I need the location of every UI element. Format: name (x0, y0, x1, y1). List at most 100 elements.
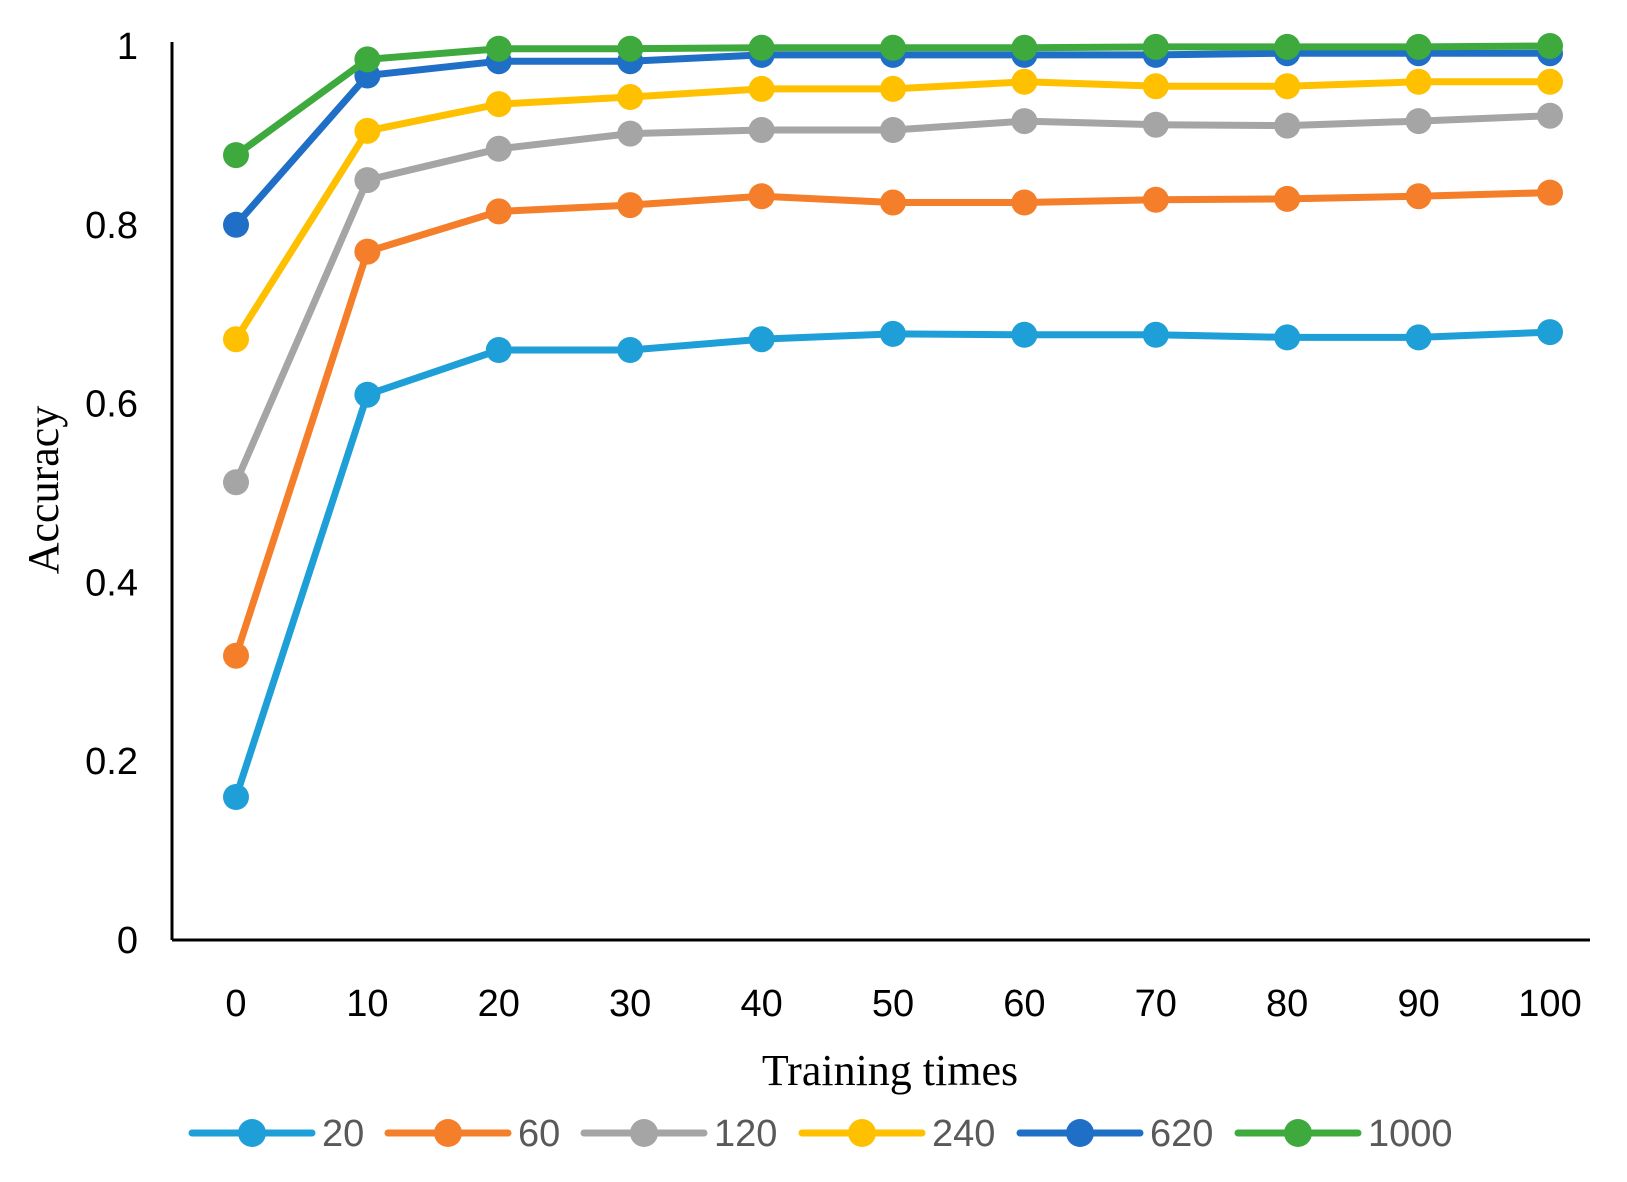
data-point (1405, 33, 1432, 60)
y-tick-label: 0 (117, 920, 138, 962)
legend-swatch-marker (1066, 1119, 1094, 1147)
data-point (880, 189, 906, 216)
data-point (1142, 321, 1169, 348)
data-point (880, 75, 906, 102)
x-tick-label: 90 (1397, 983, 1439, 1025)
data-point (1405, 68, 1432, 95)
data-point (880, 34, 906, 61)
legend-item: 120 (580, 1113, 777, 1155)
y-tick-labels: 0 0.2 0.4 0.6 0.8 1 (85, 26, 138, 962)
series-line (232, 189, 1554, 660)
legend-label: 20 (322, 1113, 364, 1155)
legend-swatch-marker (1284, 1119, 1312, 1147)
y-tick-label: 0.4 (85, 562, 138, 604)
x-axis-title: Training times (762, 1046, 1018, 1095)
series-240 (223, 68, 1563, 353)
data-point (748, 117, 775, 143)
x-tick-label: 60 (1003, 983, 1045, 1025)
data-point (354, 46, 381, 73)
data-point (1537, 33, 1563, 59)
legend-label: 1000 (1368, 1113, 1453, 1155)
legend-label: 620 (1150, 1113, 1213, 1155)
x-tick-label: 100 (1518, 983, 1581, 1025)
series-1000 (223, 33, 1563, 169)
series-60 (223, 179, 1563, 669)
data-point (354, 381, 381, 408)
data-point (1142, 73, 1169, 100)
y-tick-label: 0.6 (85, 384, 138, 426)
data-point (354, 238, 381, 265)
data-point (354, 117, 381, 144)
x-tick-label: 0 (225, 983, 246, 1025)
y-tick-label: 1 (117, 26, 138, 68)
legend-item: 240 (798, 1113, 995, 1155)
data-point (748, 75, 775, 102)
data-point (1537, 319, 1563, 346)
data-point (1142, 33, 1169, 60)
series-lines (223, 33, 1563, 810)
legend-item: 20 (188, 1113, 364, 1155)
legend-item: 620 (1016, 1113, 1213, 1155)
data-point (485, 35, 512, 62)
x-tick-label: 70 (1135, 983, 1177, 1025)
legend: 20 60 120 240 620 1000 (188, 1113, 1453, 1155)
data-point (617, 84, 644, 110)
data-point (1274, 185, 1301, 212)
data-point (354, 167, 381, 194)
data-point (223, 211, 249, 238)
legend-swatch-marker (630, 1119, 658, 1147)
data-point (485, 91, 512, 118)
legend-item: 60 (384, 1113, 560, 1155)
legend-label: 120 (714, 1113, 777, 1155)
legend-swatch-marker (238, 1119, 266, 1147)
legend-swatch-marker (848, 1119, 876, 1147)
data-point (1142, 111, 1169, 138)
x-tick-label: 20 (478, 983, 520, 1025)
x-tick-label: 40 (740, 983, 782, 1025)
y-tick-label: 0.2 (85, 741, 138, 783)
series-120 (223, 102, 1563, 496)
legend-label: 60 (518, 1113, 560, 1155)
data-point (617, 192, 644, 219)
data-point (1274, 33, 1301, 60)
y-axis-title: Accuracy (19, 406, 68, 575)
data-point (485, 337, 512, 363)
data-point (1274, 112, 1301, 139)
x-tick-label: 30 (609, 983, 651, 1025)
legend-item: 1000 (1234, 1113, 1453, 1155)
series-line (232, 112, 1554, 486)
axes (170, 42, 1590, 942)
data-point (223, 784, 249, 810)
data-point (1537, 179, 1563, 206)
data-point (223, 326, 249, 353)
data-point (1537, 68, 1563, 95)
x-tick-labels: 0 10 20 30 40 50 60 70 80 90 100 (225, 983, 1581, 1025)
data-point (1405, 108, 1432, 135)
x-tick-label: 80 (1266, 983, 1308, 1025)
data-point (1011, 108, 1038, 135)
data-point (617, 120, 644, 147)
y-tick-label: 0.8 (85, 205, 138, 247)
data-point (748, 326, 775, 353)
data-point (1011, 321, 1038, 348)
data-point (748, 183, 775, 210)
data-point (485, 198, 512, 225)
series-line (232, 328, 1554, 801)
data-point (748, 34, 775, 61)
data-point (880, 117, 906, 143)
data-point (1011, 68, 1038, 95)
data-point (1274, 324, 1301, 351)
data-point (223, 642, 249, 669)
data-point (223, 142, 249, 169)
data-point (1405, 183, 1432, 210)
data-point (617, 35, 644, 62)
data-point (880, 320, 906, 347)
data-point (223, 469, 249, 496)
data-point (1537, 102, 1563, 129)
data-point (1405, 324, 1432, 351)
series-20 (223, 319, 1563, 810)
x-tick-label: 50 (872, 983, 914, 1025)
x-tick-label: 10 (346, 983, 388, 1025)
